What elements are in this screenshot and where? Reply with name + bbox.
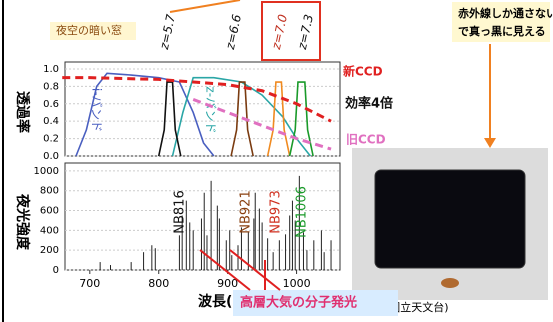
series-label: 旧CCD — [346, 133, 386, 147]
x-tick-label: 700 — [79, 277, 100, 290]
annotation: NB816 — [173, 190, 188, 233]
y-tick-label: 0.4 — [43, 116, 59, 127]
page: {"chart_data": [ {"type": "line", "title… — [0, 0, 553, 322]
y-tick-label: 1.0 — [43, 64, 59, 75]
y-tick-label: 200 — [40, 245, 59, 256]
series-label: z=7.0 — [269, 13, 290, 52]
x-tick-label: 1000 — [283, 277, 311, 290]
y-tick-label: 0 — [53, 265, 59, 276]
y-tick-label: 0.6 — [43, 99, 59, 110]
annotation: NB973 — [269, 190, 284, 233]
figure: 赤外線しか通さない で真っ黒に見える 江正則(国立天文台) 夜空の暗い窓 透過率… — [0, 0, 553, 322]
annotation: NB1006 — [295, 186, 310, 238]
coin — [441, 278, 459, 288]
series-label: z=7.3 — [295, 13, 316, 52]
y-tick-label: 0.0 — [43, 151, 59, 162]
photo-caption: で真っ黒に見える — [458, 24, 546, 38]
y-tick-label: 600 — [40, 206, 59, 217]
series-label: z=5.7 — [157, 13, 178, 52]
y-tick-label: 400 — [40, 225, 59, 236]
y-axis-label: 夜光強度 — [14, 193, 31, 251]
series-line — [159, 82, 181, 156]
series-line — [173, 78, 311, 156]
annotation: 高層大気の分子発光 — [240, 295, 357, 311]
annotation: NB921 — [239, 190, 254, 233]
y-tick-label: 0.2 — [43, 134, 59, 145]
photo-caption: 赤外線しか通さない — [458, 6, 553, 20]
y-tick-label: 800 — [40, 186, 59, 197]
arrow-head — [484, 138, 496, 148]
filter-glass — [375, 170, 525, 268]
y-tick-label: 0.8 — [43, 81, 59, 92]
series-label: z=6.6 — [223, 13, 244, 52]
annotation: 効率4倍 — [345, 96, 393, 112]
series-label: 新CCD — [343, 64, 383, 79]
chart-title: 夜空の暗い窓 — [56, 23, 122, 37]
y-tick-label: 1000 — [34, 166, 59, 177]
arrow — [170, 0, 240, 12]
x-tick-label: 800 — [148, 277, 169, 290]
y-axis-label: 透過率 — [14, 91, 31, 133]
series-label: i-バンド — [90, 88, 104, 132]
series-label: z-バンド — [204, 86, 218, 133]
